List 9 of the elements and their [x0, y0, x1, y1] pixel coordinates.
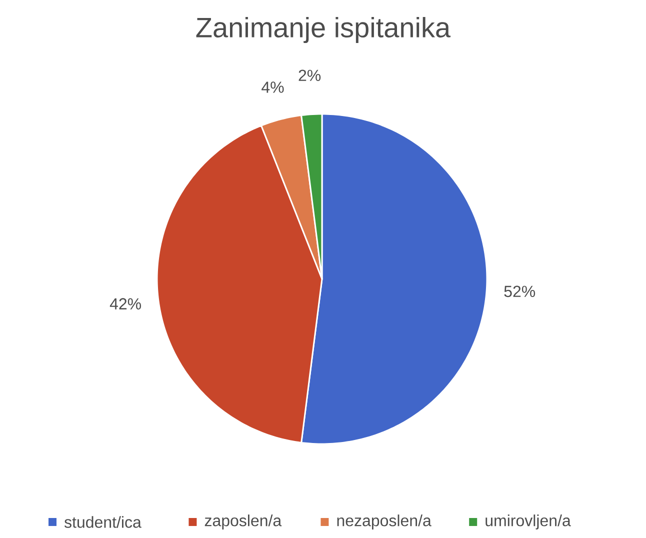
- legend-label: student/ica: [64, 516, 142, 528]
- legend-label: nezaposlen/a: [337, 514, 432, 530]
- data-label: 2%: [298, 70, 321, 82]
- legend-label: zaposlen/a: [204, 514, 282, 530]
- data-label: 52%: [504, 286, 536, 298]
- data-label: 4%: [262, 82, 284, 93]
- data-label: 42%: [110, 298, 142, 310]
- chart-title: Zanimanje ispitanika: [196, 16, 451, 44]
- legend-label: umirovljen/a: [486, 514, 571, 530]
